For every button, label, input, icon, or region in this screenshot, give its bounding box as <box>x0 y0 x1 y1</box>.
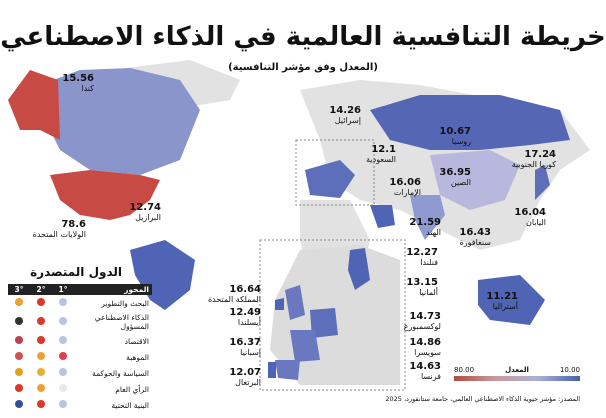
flag-icon <box>37 317 45 325</box>
europe-inset-frame <box>295 139 375 206</box>
region-ireland <box>275 298 284 310</box>
flag-icon <box>59 298 67 306</box>
source-note: المصدر: مؤشر حيوية الذكاء الاصطناعي العا… <box>385 395 580 403</box>
label-uk: 16.64 المملكة المتحدة <box>207 284 261 304</box>
page-subtitle: (المعدل وفق مؤشر التنافسية) <box>228 62 378 73</box>
flag-icon <box>15 400 23 408</box>
label-china: 36.95 الصين <box>439 167 471 187</box>
flag-icon <box>59 352 67 360</box>
flag-icon <box>59 400 67 408</box>
color-legend: 80.00 المعدل 10.00 <box>454 366 580 381</box>
axis-label: البنية التحتية <box>111 400 149 410</box>
region-uk <box>285 285 305 320</box>
axis-label: الرأي العام <box>115 384 149 394</box>
region-india <box>410 195 445 240</box>
label-spain: 16.37 إسبانيا <box>229 337 261 357</box>
table-row: الرأي العام <box>8 381 152 397</box>
region-saudi <box>370 205 395 228</box>
legend-label: المعدل <box>505 366 529 374</box>
table-row: البحث والتطوير <box>8 295 152 311</box>
label-france: 14.63 فرنسا <box>409 361 441 381</box>
flag-icon <box>37 384 45 392</box>
region-spain <box>275 360 300 380</box>
region-europe-small <box>305 160 355 198</box>
axis-label: البحث والتطوير <box>101 298 149 308</box>
table-row: الموهبة <box>8 349 152 365</box>
label-singapore: 16.43 سنغافورة <box>459 227 491 247</box>
header-second: 2° <box>36 285 46 294</box>
flag-icon <box>37 298 45 306</box>
label-uae: 16.06 الإمارات <box>389 177 421 197</box>
region-germany <box>310 308 338 338</box>
table-header: المحور 1° 2° 3° <box>8 284 152 295</box>
label-india: 21.59 الهند <box>409 217 441 237</box>
flag-icon <box>15 352 23 360</box>
table-row: السياسة والحوكمة <box>8 365 152 381</box>
label-russia: 10.67 روسيا <box>439 126 471 146</box>
leaders-title: الدول المتصدرة <box>30 265 122 279</box>
flag-icon <box>15 336 23 344</box>
label-brazil: 12.74 البرازيل <box>129 202 161 222</box>
table-row: الاقتصاد <box>8 333 152 349</box>
flag-icon <box>15 384 23 392</box>
label-canada: 15.56 كندا <box>62 73 94 93</box>
flag-icon <box>59 336 67 344</box>
label-saudi: 12.1 السعودية <box>366 144 396 164</box>
region-japan <box>535 165 550 200</box>
flag-icon <box>59 368 67 376</box>
header-first: 1° <box>58 285 68 294</box>
flag-icon <box>59 317 67 325</box>
axis-label: الذكاء الاصطناعي المسؤول <box>94 313 149 331</box>
legend-min: 80.00 <box>454 366 475 374</box>
flag-icon <box>37 336 45 344</box>
header-axis: المحور <box>124 285 149 294</box>
page-title: خريطة التنافسية العالمية في الذكاء الاصط… <box>0 22 606 52</box>
label-germany: 13.15 ألمانيا <box>406 277 438 297</box>
flag-icon <box>59 384 67 392</box>
label-luxembourg: 14.73 لوكسمبورغ <box>403 311 441 331</box>
flag-icon <box>15 298 23 306</box>
label-japan: 16.04 اليابان <box>514 207 546 227</box>
axis-label: الموهبة <box>126 352 149 362</box>
region-france <box>290 330 320 362</box>
label-usa: 78.6 الولايات المتحدة <box>32 219 86 239</box>
europe-zoom-frame <box>259 239 406 391</box>
table-row: البنية التحتية <box>8 397 152 413</box>
label-south-korea: 17.24 كوريا الجنوبية <box>511 149 556 169</box>
header-third: 3° <box>14 285 24 294</box>
flag-icon <box>37 352 45 360</box>
leading-countries-table: الدول المتصدرة المحور 1° 2° 3° البحث وال… <box>8 265 152 413</box>
table-row: الذكاء الاصطناعي المسؤول <box>8 311 152 333</box>
region-canada <box>40 68 200 175</box>
label-finland: 12.27 فنلندا <box>406 247 438 267</box>
flag-icon <box>37 368 45 376</box>
label-australia: 11.21 أستراليا <box>486 291 518 311</box>
region-portugal <box>268 362 276 378</box>
flag-icon <box>37 400 45 408</box>
label-israel: 14.26 إسرائيل <box>329 105 361 125</box>
region-australia <box>478 275 545 325</box>
europe-zoom <box>268 245 400 385</box>
flag-icon <box>15 368 23 376</box>
axis-label: الاقتصاد <box>124 336 149 346</box>
label-switzerland: 14.86 سويسرا <box>409 337 441 357</box>
flag-icon <box>15 317 23 325</box>
region-russia <box>370 95 570 150</box>
region-alaska <box>8 70 60 140</box>
region-finland <box>348 248 370 290</box>
region-china <box>430 150 520 210</box>
legend-max: 10.00 <box>559 366 580 374</box>
axis-label: السياسة والحوكمة <box>92 368 149 378</box>
legend-gradient <box>454 376 580 381</box>
label-portugal: 12.07 البرتغال <box>229 367 261 387</box>
region-usa <box>50 170 160 220</box>
label-iceland: 12.49 أيسلندا <box>229 307 261 327</box>
